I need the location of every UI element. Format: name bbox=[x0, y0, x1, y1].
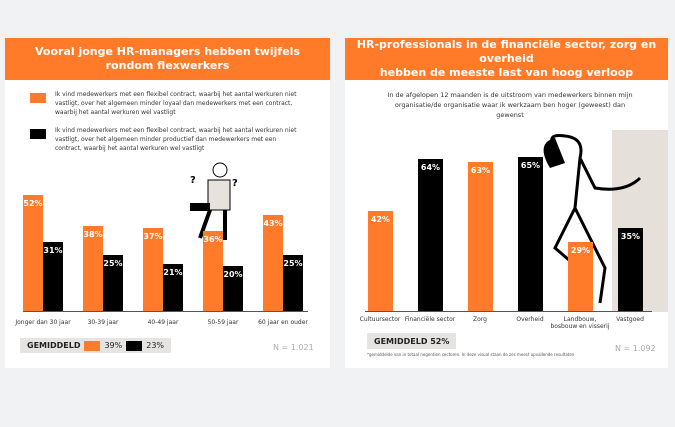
x-tick-label: 40-49 jaar bbox=[147, 319, 179, 326]
left-chart: 52% 31% Jonger dan 30 jaar 38% 25% 30-39 jaar… bbox=[5, 38, 330, 368]
avg-swatch-orange bbox=[84, 340, 101, 351]
avg-label: GEMIDDELD 52% bbox=[374, 336, 450, 346]
bar-value-label: 37% bbox=[143, 232, 163, 242]
bar: 35% bbox=[618, 228, 643, 311]
bar-black: 25% bbox=[283, 255, 303, 311]
bar: 65% bbox=[518, 156, 543, 311]
bar-black: 25% bbox=[103, 255, 123, 311]
bar-orange: 36% bbox=[203, 230, 223, 311]
bar: 29% bbox=[568, 242, 593, 311]
bar-value-label: 29% bbox=[570, 246, 591, 256]
legend-swatch-orange bbox=[30, 93, 46, 103]
bar: 42% bbox=[368, 211, 393, 311]
right-card: HR-professionals in de financiële sector… bbox=[345, 38, 668, 368]
bar-value-label: 25% bbox=[103, 259, 123, 269]
right-title: HR-professionals in de financiële sector… bbox=[345, 38, 668, 80]
avg-label: GEMIDDELD bbox=[27, 341, 81, 350]
bar-orange: 43% bbox=[263, 215, 283, 311]
title-line: HR-professionals in de financiële sector… bbox=[356, 38, 657, 65]
svg-text:?: ? bbox=[190, 175, 196, 186]
avg-swatch-black bbox=[126, 340, 143, 351]
left-average-box: GEMIDDELD 39% 23% bbox=[20, 338, 172, 353]
bar-value-label: 35% bbox=[620, 232, 641, 242]
bar-value-label: 21% bbox=[163, 268, 183, 278]
right-axis bbox=[365, 311, 652, 312]
x-tick-label: Jonger dan 30 jaar bbox=[15, 319, 71, 326]
person-illustration: ?? bbox=[180, 158, 240, 248]
bar: 63% bbox=[468, 161, 493, 311]
x-tick-label: 60 jaar en ouder bbox=[258, 319, 308, 326]
footnote: *gemiddelde van in totaal negentien sect… bbox=[367, 352, 575, 357]
bar-value-label: 42% bbox=[370, 215, 391, 225]
bar-value-label: 43% bbox=[263, 219, 283, 229]
bar-value-label: 25% bbox=[283, 259, 303, 269]
title-line: hebben de meeste last van hoog verloop bbox=[379, 66, 634, 79]
avg-orange: 39% bbox=[104, 341, 123, 350]
left-title: Vooral jonge HR-managers hebben twijfels… bbox=[5, 38, 330, 80]
bar-orange: 37% bbox=[143, 228, 163, 311]
x-tick-label: Zorg bbox=[473, 316, 487, 323]
right-average-box: GEMIDDELD 52% bbox=[367, 333, 457, 349]
avg-black: 23% bbox=[146, 341, 165, 350]
bar-black: 21% bbox=[163, 264, 183, 311]
bar-value-label: 20% bbox=[223, 270, 243, 280]
svg-text:?: ? bbox=[232, 178, 238, 189]
right-chart: 42% Cultuursector 64% Financiële sector 63% Z… bbox=[345, 38, 668, 368]
bar-black: 20% bbox=[223, 266, 243, 311]
title-line: rondom flexwerkers bbox=[105, 59, 230, 72]
right-subtitle: In de afgelopen 12 maanden is de uitstro… bbox=[387, 91, 633, 119]
x-tick-label: Cultuursector bbox=[359, 316, 401, 323]
x-tick-label: Landbouw, bosbouw en visserij bbox=[550, 316, 610, 330]
bar-value-label: 64% bbox=[420, 163, 441, 173]
left-sample-size: N = 1.021 bbox=[273, 343, 314, 352]
bar-value-label: 31% bbox=[43, 245, 63, 255]
bar-value-label: 38% bbox=[83, 230, 103, 240]
legend-text-black: Ik vind medewerkers met een flexibel con… bbox=[55, 127, 297, 152]
x-tick-label: Financiële sector bbox=[404, 316, 456, 323]
legend-text-orange: Ik vind medewerkers met een flexibel con… bbox=[55, 91, 297, 116]
bar-value-label: 63% bbox=[470, 165, 491, 175]
x-tick-label: 30-39 jaar bbox=[87, 319, 119, 326]
x-tick-label: Overheid bbox=[516, 316, 544, 323]
bar-orange: 38% bbox=[83, 226, 103, 311]
bar-value-label: 52% bbox=[23, 199, 43, 209]
x-tick-label: Vastgoed bbox=[616, 316, 644, 323]
bar-orange: 52% bbox=[23, 195, 43, 311]
legend-swatch-black bbox=[30, 129, 46, 139]
bar-value-label: 36% bbox=[203, 234, 223, 244]
bar: 64% bbox=[418, 159, 443, 311]
bar-value-label: 65% bbox=[520, 160, 541, 170]
x-tick-label: 50-59 jaar bbox=[207, 319, 239, 326]
left-axis bbox=[23, 311, 308, 312]
right-sample-size: N = 1.092 bbox=[615, 344, 656, 353]
left-card: Vooral jonge HR-managers hebben twijfels… bbox=[5, 38, 330, 368]
title-line: Vooral jonge HR-managers hebben twijfels bbox=[35, 45, 300, 58]
bar-black: 31% bbox=[43, 241, 63, 311]
